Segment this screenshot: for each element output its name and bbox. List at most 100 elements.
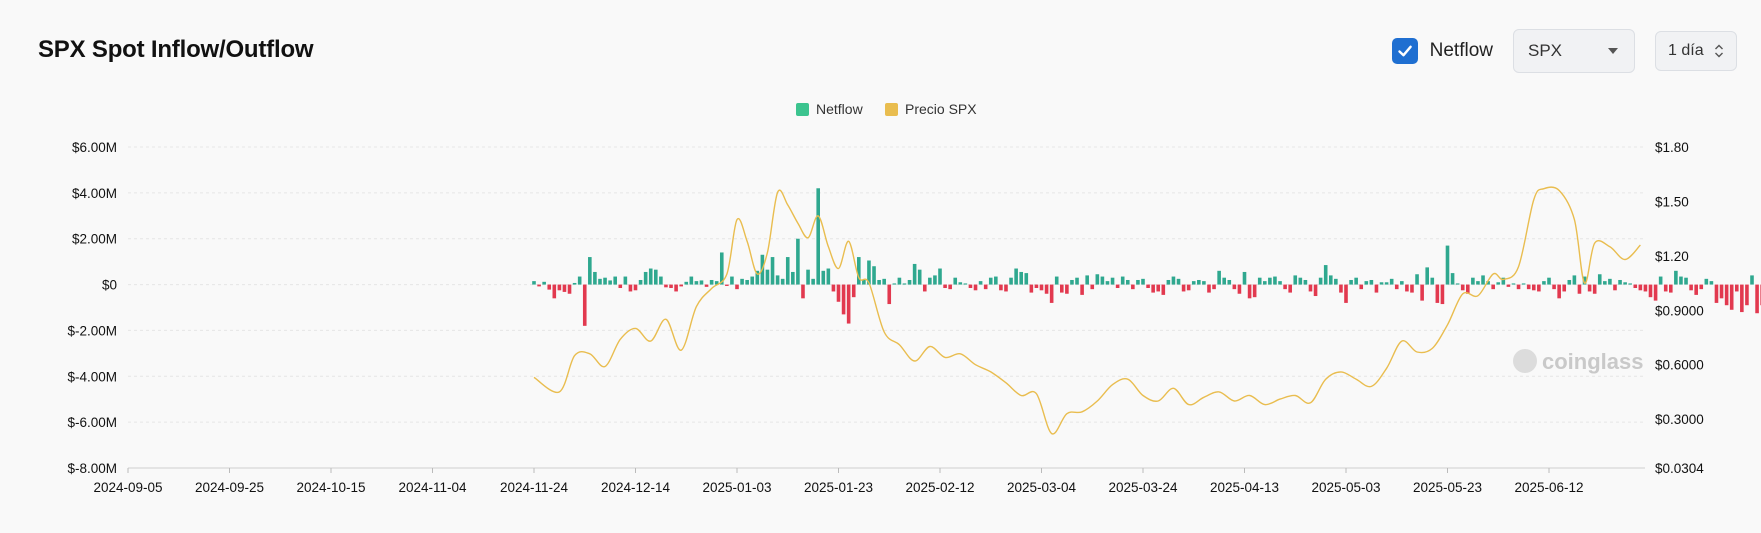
netflow-bar <box>1684 277 1688 285</box>
asset-select[interactable]: SPX <box>1513 29 1635 73</box>
netflow-bar <box>1562 284 1567 292</box>
netflow-checkbox[interactable] <box>1391 38 1418 64</box>
netflow-bar <box>1278 281 1282 285</box>
netflow-bar <box>562 284 567 292</box>
netflow-bar <box>1283 284 1287 290</box>
netflow-bar <box>679 284 683 287</box>
netflow-bar <box>557 284 562 291</box>
netflow-bar <box>1222 277 1226 285</box>
netflow-bar <box>1516 284 1521 290</box>
netflow-bar <box>1308 284 1313 292</box>
netflow-bar <box>1547 277 1551 285</box>
netflow-bar <box>598 278 602 285</box>
netflow-bar <box>1445 245 1450 285</box>
netflow-bar <box>1450 273 1455 285</box>
netflow-bar <box>603 277 607 285</box>
y-axis-right: $1.80 $1.50 $1.20 $0.9000 $0.6000 $0.3000 $0.0… <box>1655 140 1704 476</box>
y-right-tick-label: $0.0304 <box>1655 461 1704 476</box>
netflow-bar <box>1435 284 1440 303</box>
netflow-bar <box>1090 284 1095 290</box>
netflow-bar <box>1709 281 1714 285</box>
netflow-bar <box>1176 278 1181 285</box>
netflow-bar <box>1131 284 1135 290</box>
netflow-bar <box>912 263 917 285</box>
netflow-bar <box>643 271 648 285</box>
netflow-bar <box>1242 271 1247 285</box>
netflow-bar <box>1552 284 1556 290</box>
netflow-bar <box>1110 277 1115 285</box>
netflow-bar <box>1105 281 1110 285</box>
netflow-bar <box>659 276 663 285</box>
netflow-bar <box>1293 275 1298 285</box>
netflow-bar <box>887 284 892 305</box>
netflow-bar <box>1410 284 1414 293</box>
netflow-bar <box>922 284 927 292</box>
netflow-bar <box>806 269 810 285</box>
netflow-bar <box>1014 268 1018 285</box>
netflow-bar <box>846 284 851 324</box>
y-left-tick-label: $6.00M <box>72 140 117 155</box>
netflow-bar <box>796 238 800 285</box>
netflow-bar <box>648 268 653 285</box>
netflow-bar <box>943 284 947 289</box>
netflow-bar <box>1506 284 1511 287</box>
netflow-bar <box>542 281 546 285</box>
y-left-tick-label: $-8.00M <box>67 461 117 476</box>
netflow-bar <box>1567 279 1572 285</box>
netflow-bar <box>1420 284 1424 301</box>
netflow-bar <box>1166 279 1171 285</box>
netflow-bar <box>582 284 587 326</box>
netflow-bar <box>1212 284 1216 290</box>
netflow-bar <box>1542 281 1546 285</box>
netflow-toggle[interactable]: Netflow <box>1391 38 1493 64</box>
netflow-bar <box>1257 277 1262 285</box>
netflow-bar <box>1009 277 1013 285</box>
netflow-bar <box>1638 284 1643 291</box>
y-right-tick-label: $1.80 <box>1655 140 1689 155</box>
netflow-bar <box>1019 271 1023 285</box>
netflow-bar <box>1648 284 1653 298</box>
x-axis: 2024-09-05 2024-09-25 2024-10-15 2024-11-04… <box>93 468 1584 495</box>
netflow-bar <box>780 278 785 285</box>
page-title: SPX Spot Inflow/Outflow <box>38 36 314 63</box>
netflow-bar <box>1628 283 1632 285</box>
netflow-bar <box>1100 276 1105 285</box>
netflow-bar <box>872 266 876 285</box>
netflow-bar <box>1191 281 1196 285</box>
netflow-bar <box>1049 284 1054 303</box>
netflow-bar <box>811 278 815 285</box>
netflow-bar <box>1425 267 1429 285</box>
netflow-bar <box>1263 281 1267 285</box>
netflow-bar <box>1044 284 1049 294</box>
netflow-bar <box>1405 284 1409 292</box>
netflow-bar <box>755 270 760 285</box>
netflow-bar <box>791 271 795 285</box>
netflow-bar <box>1171 276 1176 285</box>
netflow-bar <box>725 284 729 286</box>
netflow-bar <box>1288 284 1292 293</box>
netflow-bar <box>958 282 963 285</box>
netflow-bar <box>1719 284 1724 299</box>
netflow-bar <box>1354 277 1358 285</box>
netflow-bar <box>1298 277 1303 285</box>
netflow-bar <box>704 284 709 287</box>
netflow-bar <box>1557 284 1561 299</box>
netflow-bar <box>1740 284 1744 313</box>
netflow-bar <box>654 269 658 285</box>
netflow-bar <box>1699 284 1704 290</box>
netflow-bar <box>765 269 770 285</box>
netflow-bar <box>745 279 749 285</box>
interval-select[interactable]: 1 día <box>1655 31 1737 71</box>
netflow-bar <box>1572 275 1577 285</box>
y-left-tick-label: $2.00M <box>72 232 117 247</box>
x-tick-label: 2025-06-12 <box>1514 480 1583 495</box>
netflow-bar <box>1217 270 1221 285</box>
netflow-bar <box>1323 265 1328 285</box>
netflow-bar <box>552 284 557 299</box>
netflow-bar <box>1511 283 1516 285</box>
netflow-bar <box>1273 276 1277 285</box>
netflow-bar <box>1476 281 1480 285</box>
netflow-bar <box>1608 278 1612 285</box>
netflow-bar <box>750 276 755 285</box>
netflow-bar <box>1724 284 1729 306</box>
